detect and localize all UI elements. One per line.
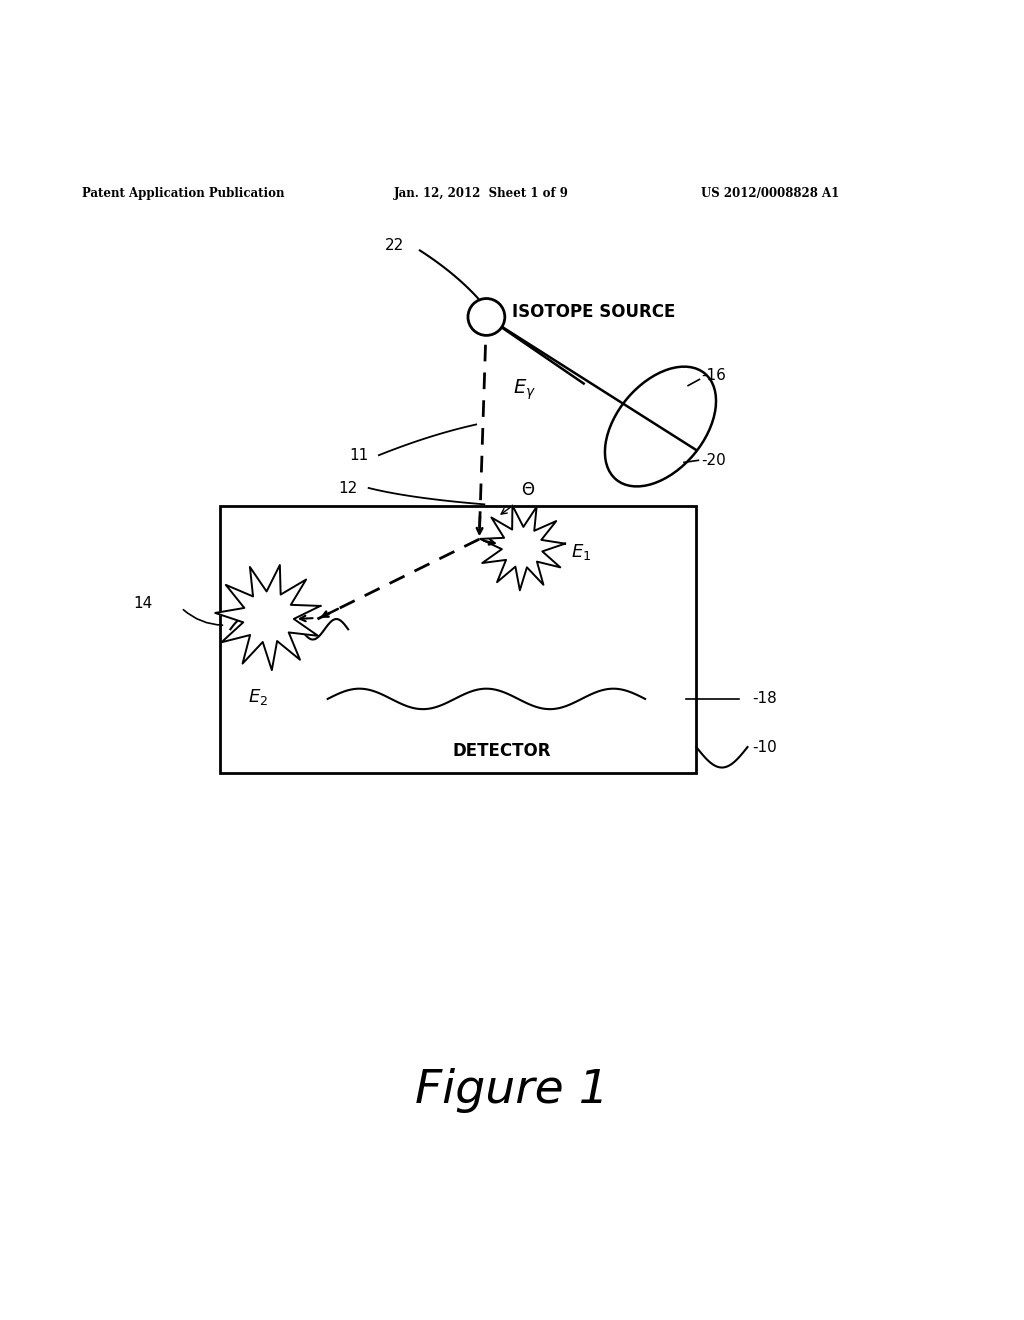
Bar [220,507,696,772]
Polygon shape [215,565,321,671]
Text: $\mathit{E}_\mathit{2}$: $\mathit{E}_\mathit{2}$ [248,686,268,706]
Text: Figure 1: Figure 1 [415,1068,609,1113]
Text: $\mathit{\Theta}$: $\mathit{\Theta}$ [521,480,536,499]
Text: DETECTOR: DETECTOR [453,742,551,760]
Text: $\mathit{E}_\mathit{\gamma}$: $\mathit{E}_\mathit{\gamma}$ [513,378,536,401]
Text: Jan. 12, 2012  Sheet 1 of 9: Jan. 12, 2012 Sheet 1 of 9 [394,187,569,199]
Text: -20: -20 [701,453,726,467]
Text: -16: -16 [701,368,726,383]
Text: US 2012/0008828 A1: US 2012/0008828 A1 [701,187,840,199]
Text: ISOTOPE SOURCE: ISOTOPE SOURCE [512,302,676,321]
Text: $\mathit{E}_\mathit{1}$: $\mathit{E}_\mathit{1}$ [571,543,592,562]
Text: Patent Application Publication: Patent Application Publication [82,187,285,199]
Polygon shape [480,506,565,590]
Circle shape [468,298,505,335]
Text: 12: 12 [339,482,357,496]
Text: 22: 22 [385,238,404,253]
Text: 11: 11 [349,447,369,463]
Text: -10: -10 [753,739,777,755]
Text: -18: -18 [753,692,777,706]
Text: 14: 14 [134,597,153,611]
